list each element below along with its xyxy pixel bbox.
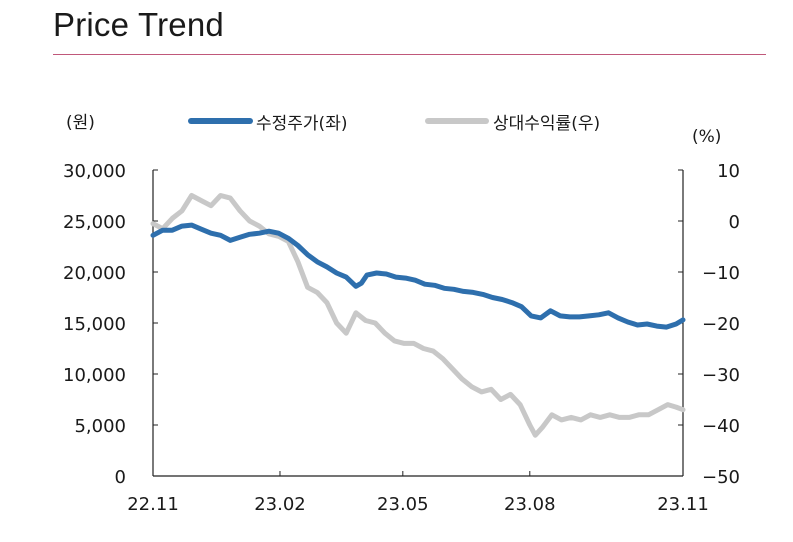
left-tick-label: 20,000	[63, 263, 126, 284]
legend-label-price: 수정주가(좌)	[256, 114, 347, 134]
title-divider	[53, 54, 766, 55]
series-line-relative-return	[150, 193, 686, 438]
x-tick-label: 23.11	[657, 494, 709, 515]
left-tick-label: 15,000	[63, 314, 126, 335]
left-tick-label: 30,000	[63, 161, 126, 182]
left-tick-label: 25,000	[63, 212, 126, 233]
right-tick-label: 0	[729, 212, 740, 233]
x-tick-label: 23.02	[254, 494, 306, 515]
left-axis-ticks: 0 5,000 10,000 15,000 20,000 25,000 30,000	[63, 161, 158, 488]
series-line-adjusted-price	[150, 222, 686, 330]
right-tick-label: −30	[702, 365, 740, 386]
x-tick-label: 23.08	[504, 494, 556, 515]
right-axis-ticks: −50 −40 −30 −20 −10 0 10	[678, 161, 740, 488]
axes	[152, 170, 684, 477]
left-unit-label: (원)	[66, 113, 95, 133]
x-tick-label: 23.05	[377, 494, 429, 515]
x-axis-ticks: 22.11 23.02 23.05 23.08 23.11	[127, 471, 709, 515]
right-tick-label: −10	[702, 263, 740, 284]
legend-label-relative: 상대수익률(우)	[493, 114, 600, 134]
x-tick-label: 22.11	[127, 494, 179, 515]
right-tick-label: 10	[717, 161, 740, 182]
right-tick-label: −20	[702, 314, 740, 335]
left-tick-label: 5,000	[74, 416, 126, 437]
left-tick-label: 10,000	[63, 365, 126, 386]
left-tick-label: 0	[115, 467, 126, 488]
page-title: Price Trend	[53, 6, 224, 43]
right-tick-label: −50	[702, 467, 740, 488]
right-tick-label: −40	[702, 416, 740, 437]
right-unit-label: (%)	[692, 127, 721, 147]
